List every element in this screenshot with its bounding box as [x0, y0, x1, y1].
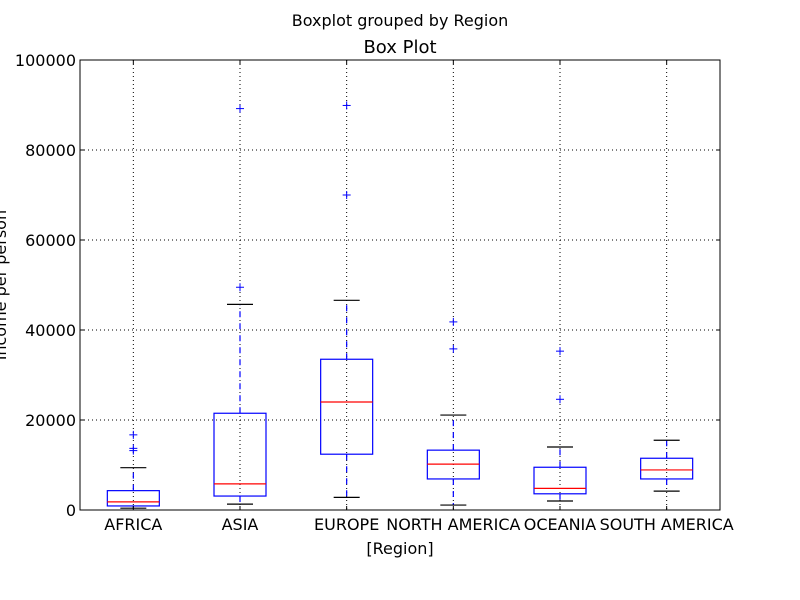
x-axis-label: [Region] — [366, 539, 433, 558]
outlier-marker — [342, 191, 351, 199]
x-tick-label: NORTH AMERICA — [386, 515, 520, 534]
outlier-marker — [236, 283, 244, 292]
x-tick-label: AFRICA — [104, 515, 162, 534]
outlier-marker — [236, 104, 244, 113]
box-iqr — [320, 358, 374, 455]
outlier-marker — [129, 444, 138, 453]
y-tick-label: 60000 — [25, 231, 76, 250]
y-tick-label: 20000 — [25, 411, 76, 430]
box-iqr — [640, 457, 694, 480]
y-tick-label: 80000 — [25, 141, 76, 160]
y-tick-label: 40000 — [25, 321, 76, 340]
outlier-marker — [342, 101, 351, 110]
outlier-marker — [556, 395, 564, 404]
outlier-marker — [129, 430, 138, 439]
outlier-marker — [449, 344, 458, 353]
y-tick-label: 100000 — [15, 51, 76, 70]
x-tick-label: ASIA — [222, 515, 259, 534]
plot-frame — [79, 59, 721, 511]
chart-suptitle: Boxplot grouped by Region — [292, 11, 509, 30]
x-tick-label: EUROPE — [314, 515, 379, 534]
boxes — [106, 101, 694, 509]
outlier-marker — [556, 347, 564, 356]
grid-lines — [80, 60, 720, 510]
axis-ticks: 0 20000 40000 60000 80000 100000 AFRICA ASIA EUR… — [15, 51, 734, 534]
y-tick-label: 0 — [66, 501, 76, 520]
box-iqr — [533, 466, 587, 495]
outlier-marker — [449, 317, 458, 326]
y-axis-label: income per person — [0, 210, 10, 360]
x-tick-label: OCEANIA — [524, 515, 597, 534]
box-iqr — [213, 412, 267, 497]
chart-title: Box Plot — [363, 37, 436, 58]
box-iqr — [106, 490, 160, 507]
x-tick-label: SOUTH AMERICA — [600, 515, 734, 534]
